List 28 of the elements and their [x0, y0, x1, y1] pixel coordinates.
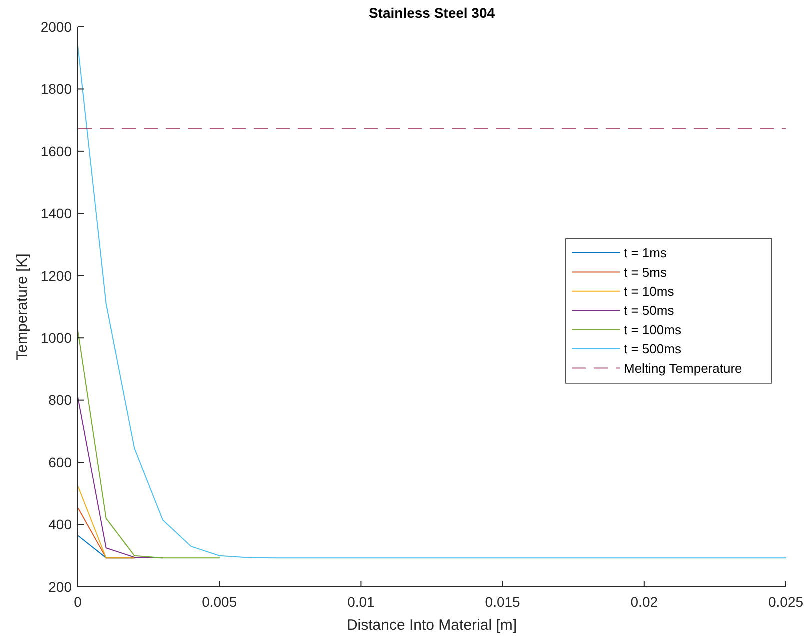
y-tick-label: 1800: [40, 81, 72, 98]
legend-label: t = 10ms: [624, 284, 675, 299]
x-tick-label: 0.025: [768, 594, 804, 610]
legend-label: t = 100ms: [624, 322, 682, 338]
x-tick-label: 0.015: [485, 594, 521, 610]
legend-label: t = 50ms: [624, 303, 675, 318]
x-tick-label: 0.02: [630, 594, 658, 610]
legend-label: t = 5ms: [624, 264, 668, 280]
x-tick-label: 0.005: [202, 594, 238, 610]
x-tick-label: 0.01: [348, 594, 376, 610]
y-tick-label: 1000: [40, 330, 72, 346]
y-tick-label: 200: [48, 578, 72, 595]
y-tick-label: 1200: [40, 268, 72, 284]
y-tick-label: 1400: [40, 206, 72, 222]
y-tick-label: 1600: [40, 143, 72, 160]
line-series: [78, 330, 220, 559]
y-tick-label: 2000: [40, 18, 72, 35]
legend-label: t = 500ms: [624, 342, 682, 357]
chart-title: Stainless Steel 304: [368, 5, 496, 21]
x-tick-label: 0: [74, 594, 82, 610]
y-tick-label: 800: [48, 392, 72, 408]
line-series: [78, 45, 786, 559]
legend-label: t = 1ms: [624, 246, 668, 261]
y-axis-title: Temperature [K]: [14, 254, 31, 360]
y-tick-label: 400: [48, 516, 72, 533]
legend-label: Melting Temperature: [624, 360, 742, 376]
x-axis-title: Distance Into Material [m]: [346, 617, 518, 634]
y-tick-label: 600: [48, 454, 72, 470]
